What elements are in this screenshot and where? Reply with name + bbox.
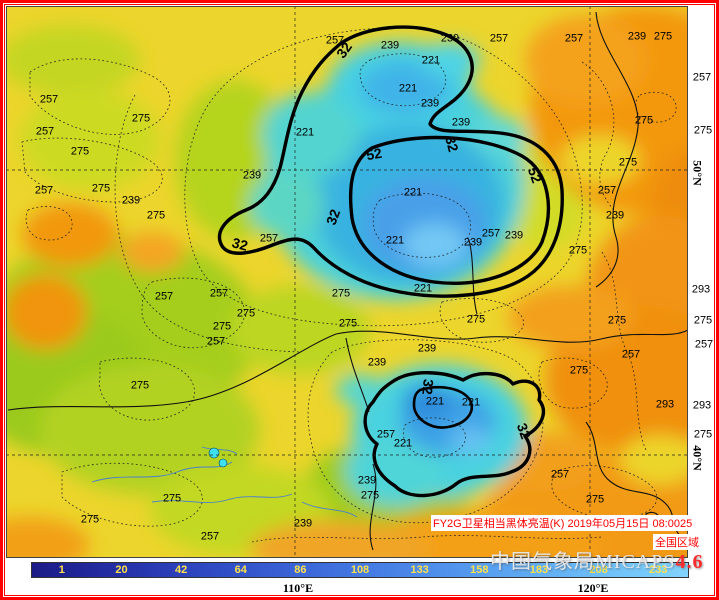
colorbar: 1 20 42 64 86 108 133 158 183 208 233 <box>31 562 689 578</box>
temperature-field <box>6 6 688 558</box>
lon-tick-label: 110°E <box>282 581 314 595</box>
contour-label: 275 <box>693 314 713 327</box>
watermark-version: 4.6 <box>675 551 704 573</box>
colorbar-tick: 133 <box>410 564 429 576</box>
lat-tick-label: 50°N <box>690 160 705 186</box>
watermark: 中国气象局MICAPS4.6 <box>490 545 703 574</box>
grid-lines <box>6 6 688 558</box>
contour-52-south <box>412 386 473 429</box>
region-label: 全国区域 <box>653 534 701 550</box>
colorbar-tick: 108 <box>350 564 370 576</box>
colorbar-tick: 158 <box>470 564 489 576</box>
contour-label: 275 <box>693 428 713 441</box>
contour-32-north <box>217 25 564 298</box>
contour-label: 293 <box>692 399 712 412</box>
contour-52-north <box>348 135 551 285</box>
colorbar-tick: 42 <box>174 564 188 576</box>
lon-tick-label: 120°E <box>577 581 609 595</box>
lake-shapes <box>208 447 228 468</box>
lat-tick-label: 40°N <box>690 445 705 471</box>
map-canvas[interactable] <box>6 6 688 558</box>
contour-label: 257 <box>692 71 712 84</box>
map-border <box>6 6 688 558</box>
thick-contours <box>217 25 564 498</box>
contour-32-south <box>363 371 545 498</box>
watermark-text: 中国气象局MICAPS <box>490 551 676 573</box>
colorbar-tick: 86 <box>294 564 307 576</box>
contour-label: 257 <box>694 338 714 351</box>
colorbar-tick: 183 <box>529 564 549 576</box>
colorbar-tick: 208 <box>589 564 608 576</box>
colorbar-tick: 20 <box>115 564 128 576</box>
contour-label: 293 <box>691 283 711 296</box>
product-title: FY2G卫星相当黑体亮温(K) 2019年05月15日 08:0025 <box>431 515 695 531</box>
colorbar-tick: 233 <box>648 564 668 576</box>
colorbar-tick: 64 <box>234 564 247 576</box>
river-lines <box>91 446 358 518</box>
contour-label: 275 <box>693 124 713 137</box>
dotted-contours <box>21 27 677 543</box>
colorbar-tick: 1 <box>58 564 65 576</box>
